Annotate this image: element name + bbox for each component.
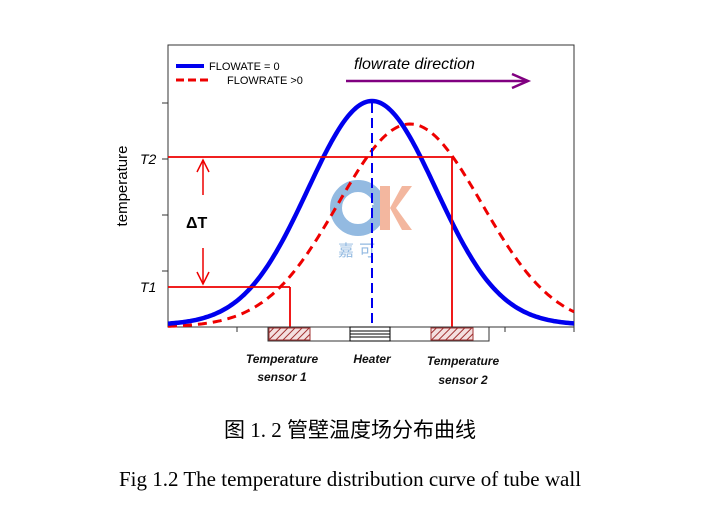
logo-chinese: 嘉 可	[338, 241, 375, 260]
legend-label-1: FLOWATE = 0	[209, 61, 280, 73]
flowrate-direction-label: flowrate direction	[354, 56, 475, 73]
caption-english: Fig 1.2 The temperature distribution cur…	[118, 467, 582, 491]
t1-lines	[168, 286, 291, 327]
delta-arrows	[196, 158, 210, 286]
sensor-2-label: Temperature sensor 2	[427, 354, 500, 387]
legend-label-2: FLOWRATE >0	[227, 75, 303, 87]
heater-label: Heater	[353, 352, 392, 366]
flowrate-arrow	[346, 72, 532, 90]
t2-label: T2	[140, 151, 157, 167]
sensor-1-label: Temperature sensor 1	[246, 352, 319, 384]
heater-block	[349, 326, 391, 342]
sensor-1-block	[268, 327, 311, 341]
t2-lines	[168, 156, 453, 327]
y-axis-label: temperature	[114, 146, 131, 227]
delta-t-label: ΔT	[186, 215, 208, 232]
y-ticks	[162, 102, 168, 272]
flowrate-zero-curve	[167, 98, 575, 326]
t1-label: T1	[140, 279, 156, 295]
sensor-2-block	[430, 327, 474, 341]
caption-chinese: 图 1. 2 管壁温度场分布曲线	[224, 418, 476, 442]
gk-logo: 嘉 可	[330, 180, 412, 260]
